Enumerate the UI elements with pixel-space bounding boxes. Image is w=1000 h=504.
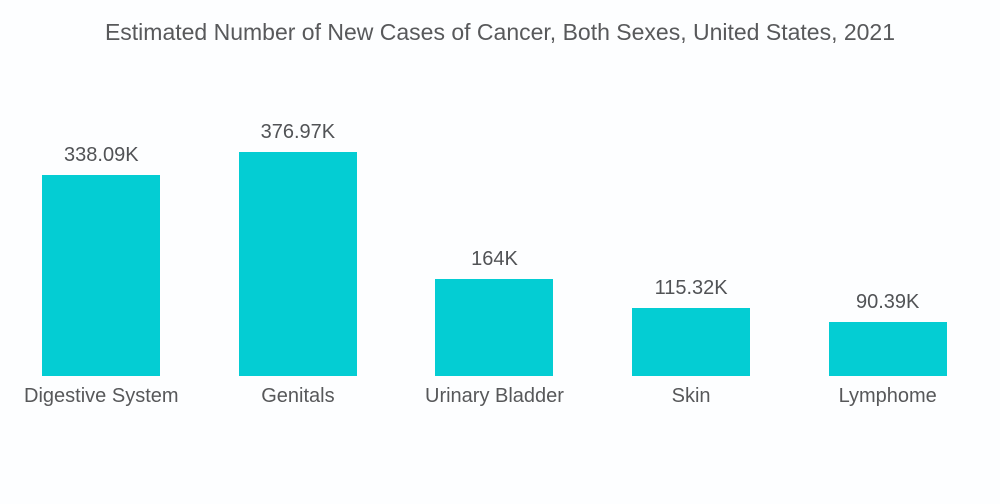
bar[interactable] [42,175,161,376]
bar-group: 338.09K Digestive System [3,0,200,407]
bar[interactable] [435,279,554,376]
category-label: Genitals [261,385,335,407]
value-label: 338.09K [64,144,139,166]
category-label: Lymphome [838,385,937,407]
category-label: Digestive System [24,385,179,407]
value-label: 376.97K [260,121,336,143]
chart-title: Estimated Number of New Cases of Cancer,… [104,19,896,45]
bar[interactable] [828,322,947,376]
bar-group: 164K Urinary Bladder [396,0,593,407]
value-label: 164K [471,248,518,270]
bar[interactable] [238,152,357,376]
bar-group: 376.97K Genitals [200,0,397,407]
bar-group: 115.32K Skin [593,0,790,407]
bar-group: 90.39K Lymphome [789,0,986,407]
category-label: Skin [671,385,711,407]
value-label: 115.32K [654,277,728,299]
category-label: Urinary Bladder [425,385,564,407]
value-label: 90.39K [855,291,920,313]
bar[interactable] [632,308,751,376]
plot-area: 338.09K Digestive System 376.97K Genitals 16… [3,0,986,407]
